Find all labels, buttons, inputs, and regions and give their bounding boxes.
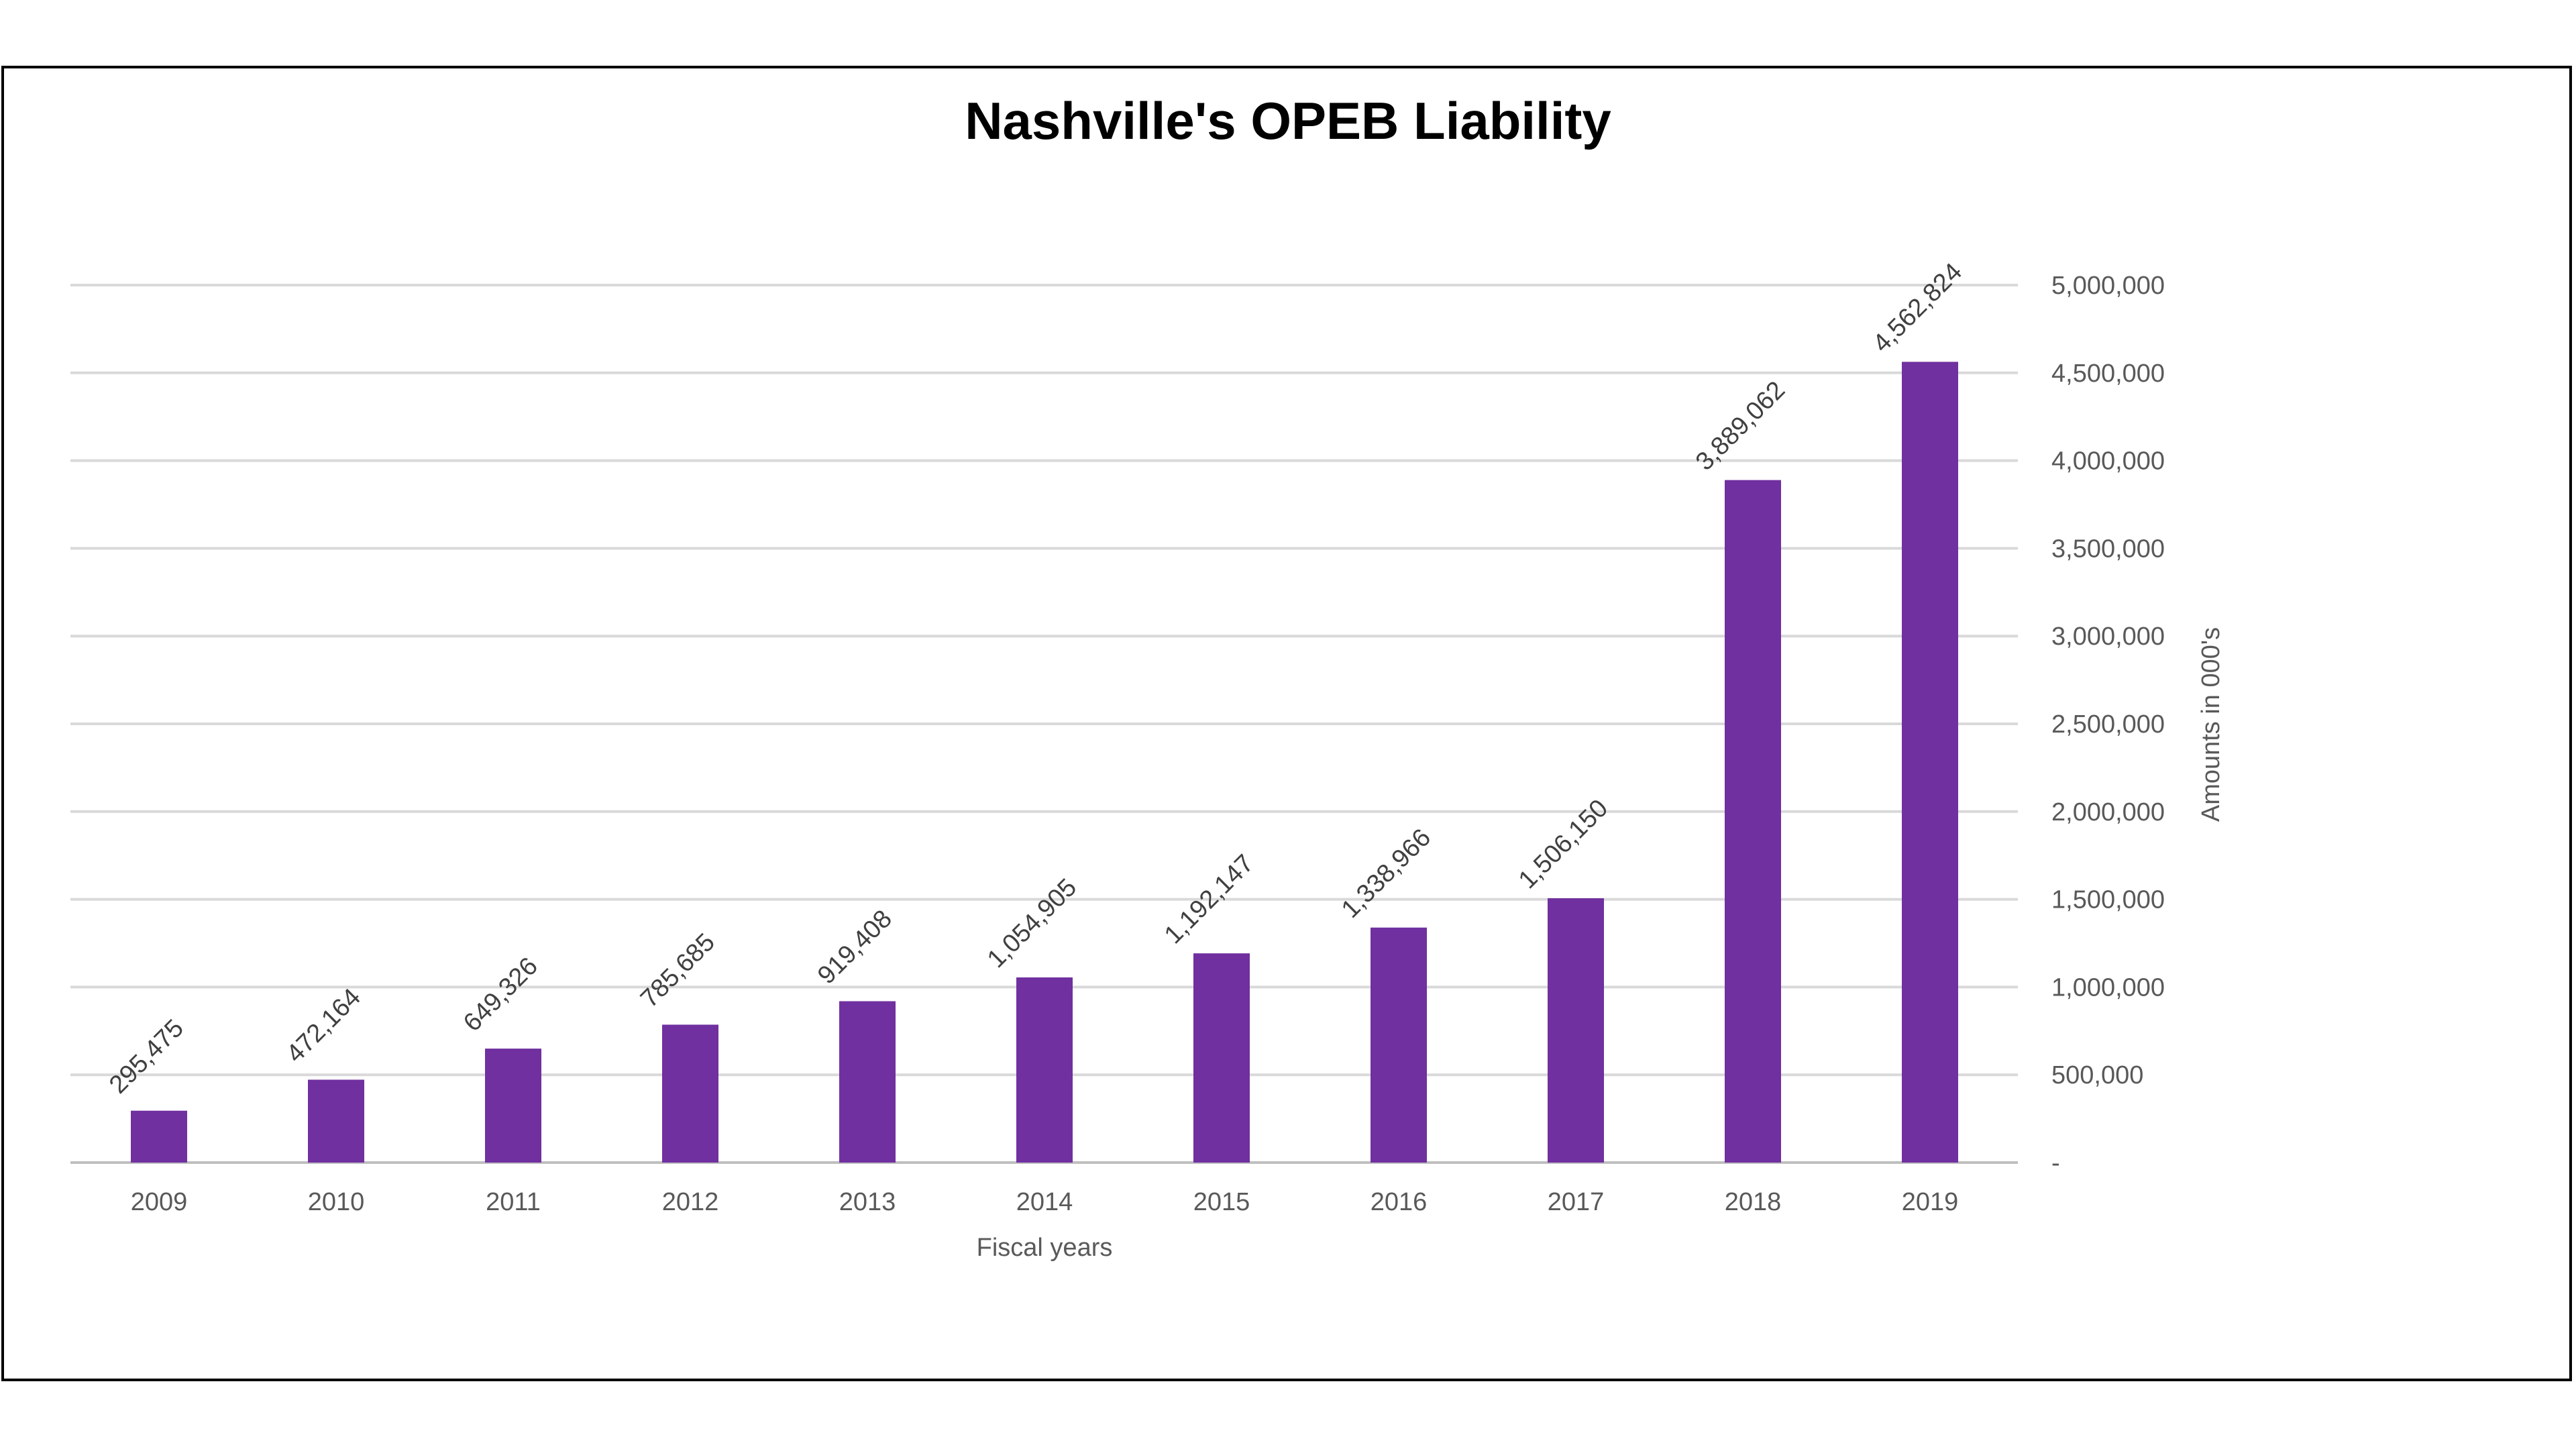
x-tick-label: 2019	[1902, 1188, 1959, 1216]
data-label-2019: 4,562,824	[1868, 258, 1968, 358]
x-tick-label: 2015	[1193, 1188, 1250, 1216]
chart-title: Nashville's OPEB Liability	[965, 91, 1611, 150]
y-tick-label: 4,000,000	[2051, 447, 2165, 476]
x-tick-label: 2012	[662, 1188, 719, 1216]
gridlines	[70, 284, 2018, 1164]
x-tick-label: 2014	[1016, 1188, 1073, 1216]
x-tick-label: 2016	[1371, 1188, 1428, 1216]
bar-2016	[1371, 927, 1427, 1163]
y-tick-label: 2,500,000	[2051, 710, 2165, 739]
y-tick-label: 3,000,000	[2051, 623, 2165, 651]
bar-2014	[1016, 977, 1073, 1163]
bar-2015	[1193, 953, 1250, 1163]
x-tick-label: 2017	[1548, 1188, 1605, 1216]
bar-2012	[662, 1024, 718, 1163]
bars	[131, 362, 1958, 1163]
data-label-2013: 919,408	[812, 905, 898, 990]
bar-2019	[1902, 362, 1958, 1163]
bar-2009	[131, 1110, 187, 1163]
data-label-2014: 1,054,905	[982, 873, 1082, 973]
y-axis-ticks: - 500,000 1,000,000 1,500,000 2,000,000 2,500…	[2051, 272, 2165, 1177]
bar-2011	[485, 1049, 541, 1163]
data-label-2016: 1,338,966	[1336, 824, 1436, 924]
data-label-2011: 649,326	[458, 952, 543, 1037]
y-tick-label: 5,000,000	[2051, 272, 2165, 300]
data-label-2010: 472,164	[281, 983, 366, 1069]
x-tick-label: 2011	[486, 1188, 541, 1216]
bar-2013	[839, 1001, 896, 1163]
y-tick-label: 1,000,000	[2051, 973, 2165, 1002]
y-tick-label: 1,500,000	[2051, 886, 2165, 914]
data-label-2012: 785,685	[635, 928, 720, 1014]
y-tick-label: 2,000,000	[2051, 798, 2165, 826]
x-tick-label: 2013	[839, 1188, 896, 1216]
y-axis-title: Amounts in 000's	[2197, 627, 2225, 822]
data-label-2009: 295,475	[104, 1014, 189, 1099]
data-labels: 295,475 472,164 649,326 785,685 919,408 1,054…	[104, 258, 1968, 1099]
x-tick-label: 2009	[131, 1188, 188, 1216]
bar-2010	[308, 1079, 364, 1163]
bar-2017	[1548, 898, 1604, 1163]
y-tick-label: 4,500,000	[2051, 360, 2165, 388]
bar-2018	[1725, 480, 1781, 1163]
y-tick-label: 500,000	[2051, 1061, 2143, 1089]
x-tick-label: 2010	[308, 1188, 365, 1216]
y-tick-label: -	[2051, 1149, 2060, 1177]
data-label-2017: 1,506,150	[1513, 794, 1613, 894]
x-axis-title: Fiscal years	[977, 1234, 1113, 1262]
x-axis-ticks: 2009 2010 2011 2012 2013 2014 2015 2016 2017 2018…	[131, 1188, 1959, 1216]
x-tick-label: 2018	[1725, 1188, 1782, 1216]
y-tick-label: 3,500,000	[2051, 535, 2165, 563]
